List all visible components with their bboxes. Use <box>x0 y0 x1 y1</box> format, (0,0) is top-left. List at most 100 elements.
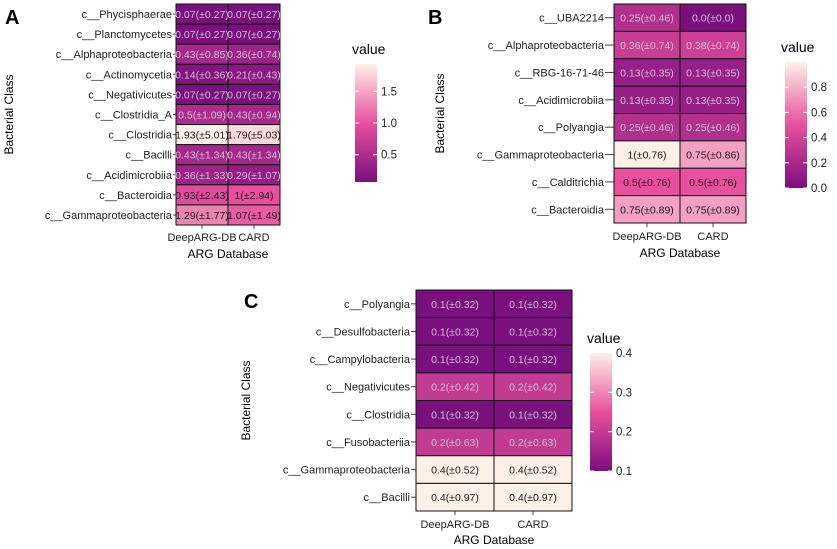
y-tick-label: c__UBA2214 <box>539 13 604 25</box>
legend-tick-label: 0.1 <box>616 466 632 478</box>
y-tick-label: c__Acidimicrobiia <box>86 170 172 182</box>
y-tick-label: c__Fusobacteriia <box>326 437 411 449</box>
cell-value-label: 0.43(±0.85) <box>175 49 229 61</box>
cell-value-label: 0.07(±0.27) <box>175 29 229 41</box>
cell-value-label: 0.13(±0.35) <box>686 95 740 107</box>
heatmap-cell <box>613 30 681 60</box>
heatmap-cell <box>415 482 495 512</box>
heatmap-cell <box>493 427 573 457</box>
cell-value-label: 0.38(±0.74) <box>686 40 740 52</box>
y-tick-label: c__Planctomycetes <box>77 29 173 41</box>
heatmap-cell <box>613 195 681 224</box>
heatmap-cell <box>415 427 495 457</box>
legend-tick-label: 1.5 <box>381 86 397 98</box>
y-tick-label: c__RBG-16-71-46 <box>515 67 604 79</box>
heatmap-cell <box>493 455 573 484</box>
heatmap-cell <box>415 455 495 484</box>
cell-value-label: 0.4(±0.52) <box>509 465 557 477</box>
cell-value-label: 0.07(±0.27) <box>175 89 229 101</box>
cell-value-label: 0.36(±0.74) <box>620 40 674 52</box>
y-axis-title: Bacterial Class <box>239 360 253 440</box>
cell-value-label: 0.13(±0.35) <box>620 67 674 79</box>
color-legend: value 0.0 0.2 0.4 0.6 0.8 <box>781 39 828 195</box>
cell-value-label: 0.93(±2.43) <box>175 190 229 202</box>
y-tick-label: c__Gammaproteobacteria <box>477 150 605 162</box>
color-legend: value 0.5 1.0 1.5 <box>352 41 397 182</box>
cell-value-label: 1(±0.76) <box>627 150 666 162</box>
cell-value-label: 0.1(±0.32) <box>509 299 557 311</box>
y-axis-title: Bacterial Class <box>2 74 16 154</box>
y-tick-label: c__Phycisphaerae <box>81 9 172 21</box>
cell-value-label: 1.93(±5.01) <box>175 130 229 142</box>
y-tick-label: c__Clostridia_A <box>95 110 173 122</box>
cell-value-label: 0.2(±0.42) <box>509 382 557 394</box>
legend-tick-label: 0.4 <box>811 133 828 145</box>
x-tick-label: DeepARG-DB <box>612 231 681 243</box>
heatmap-cell <box>613 113 681 142</box>
y-tick-label: c__Bacilli <box>364 492 410 504</box>
cell-value-label: 0.21(±0.43) <box>227 69 281 81</box>
legend-tick-label: 0.5 <box>381 150 397 162</box>
heatmap-cell <box>415 317 495 346</box>
cell-value-label: 0.25(±0.46) <box>620 13 674 25</box>
cell-value-label: 0.1(±0.32) <box>509 326 557 338</box>
cell-value-label: 1.79(±5.03) <box>227 130 281 142</box>
cell-value-label: 0.2(±0.63) <box>509 437 557 449</box>
legend-tick-label: 0.8 <box>811 82 827 94</box>
x-axis-title: ARG Database <box>454 533 535 547</box>
cell-value-label: 0.25(±0.46) <box>620 122 674 134</box>
cell-value-label: 0.07(±0.27) <box>227 9 281 21</box>
cell-value-label: 0.75(±0.89) <box>620 204 674 216</box>
heatmap-cell <box>613 85 681 114</box>
legend-colorbar <box>355 64 377 182</box>
cell-value-label: 0.13(±0.35) <box>620 95 674 107</box>
color-legend: value 0.1 0.2 0.3 0.4 <box>587 330 633 478</box>
legend-tick-label: 0.4 <box>616 348 633 360</box>
legend-colorbar <box>785 62 807 188</box>
y-tick-label: c__Polyangia <box>538 122 605 134</box>
cell-value-label: 0.1(±0.32) <box>431 354 479 366</box>
cell-value-label: 1.29(±1.77) <box>175 210 229 222</box>
cell-value-label: 1.07(±1.49) <box>227 210 281 222</box>
y-tick-label: c__Actinomycetia <box>86 69 173 81</box>
heatmap-cell <box>493 344 573 374</box>
x-tick-label: CARD <box>238 232 269 244</box>
y-tick-label: c__Polyangia <box>344 299 411 311</box>
cell-value-label: 0.14(±0.36) <box>175 69 229 81</box>
panel-letter: B <box>428 7 442 29</box>
y-tick-label: c__Gammaproteobacteria <box>45 210 173 222</box>
cell-value-label: 0.07(±0.27) <box>227 89 281 101</box>
cell-value-label: 0.75(±0.86) <box>686 150 740 162</box>
heatmap-cell <box>613 58 681 87</box>
heatmap-cell <box>493 482 573 512</box>
y-tick-label: c__Gammaproteobacteria <box>283 465 411 477</box>
y-tick-label: c__Clostridia <box>346 409 410 421</box>
y-tick-label: c__Bacilli <box>126 150 172 162</box>
y-tick-label: c__Campylobacteria <box>310 354 411 366</box>
y-tick-label: c__Negativicutes <box>326 382 410 394</box>
cell-value-label: 0.07(±0.27) <box>175 9 229 21</box>
cell-value-label: 0.5(±0.76) <box>623 177 671 189</box>
heatmap-cell <box>493 400 573 429</box>
legend-colorbar <box>590 353 612 471</box>
cell-value-label: 0.07(±0.27) <box>227 29 281 41</box>
x-axis-title: ARG Database <box>188 247 269 261</box>
y-tick-label: c__Negativicutes <box>88 89 172 101</box>
heatmap-cell <box>415 372 495 401</box>
heatmap-cell <box>679 85 747 114</box>
cell-value-label: 0.75(±0.89) <box>686 204 740 216</box>
cell-value-label: 0.2(±0.42) <box>431 382 479 394</box>
legend-tick-label: 0.6 <box>811 107 827 119</box>
cell-value-label: 0.36(±0.74) <box>227 49 281 61</box>
cell-value-label: 0.43(±0.94) <box>227 110 281 122</box>
legend-title: value <box>587 330 621 346</box>
y-tick-label: c__Alphaproteobacteria <box>56 49 173 61</box>
heatmap-cell <box>679 195 747 224</box>
x-tick-label: CARD <box>517 519 548 531</box>
heatmap-cell <box>415 400 495 429</box>
panel-letter: A <box>5 7 19 29</box>
y-tick-label: c__Alphaproteobacteria <box>488 40 605 52</box>
cell-value-label: 0.2(±0.63) <box>431 437 479 449</box>
